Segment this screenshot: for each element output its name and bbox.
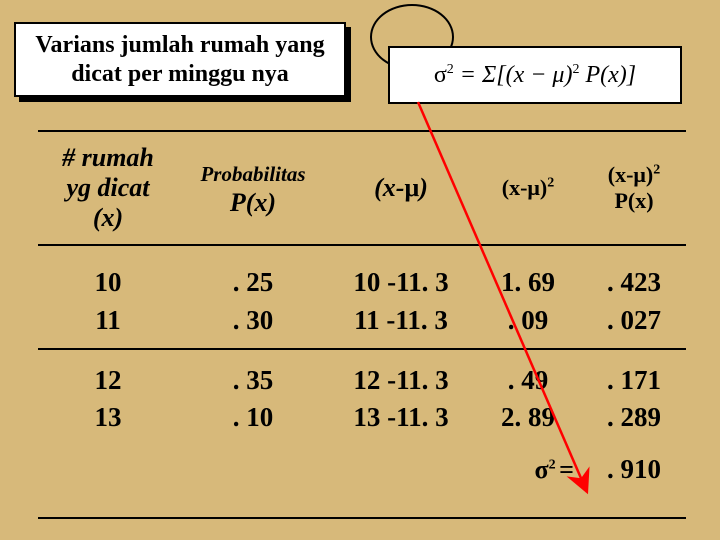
- variance-table: # rumah yg dicat (x) Probabilitas P(x) (…: [38, 130, 686, 495]
- table-row: 12 13 . 35 . 10 12 -11. 3 13 -11. 3 . 49…: [38, 349, 686, 446]
- variance-formula: σ2 = Σ[(x − μ)2 P(x)]: [388, 46, 682, 104]
- header-devsqpx: (x-μ)2 P(x): [582, 131, 686, 245]
- header-dev: (x-μ): [328, 131, 474, 245]
- cell-sq: . 49 2. 89: [474, 349, 582, 446]
- cell-x: 10 11: [38, 245, 178, 349]
- h2-l1: Probabilitas: [200, 162, 305, 186]
- h1-l2: yg dicat: [66, 173, 149, 202]
- table-bottom-border: [38, 517, 686, 519]
- cell-p: . 35 . 10: [178, 349, 328, 446]
- cell-d: 10 -11. 3 11 -11. 3: [328, 245, 474, 349]
- formula-text: σ2 = Σ[(x − μ)2 P(x)]: [434, 62, 636, 89]
- header-devsq: (x-μ)2: [474, 131, 582, 245]
- total-label: σ2 =: [474, 445, 582, 495]
- table-header-row: # rumah yg dicat (x) Probabilitas P(x) (…: [38, 131, 686, 245]
- cell-sq: 1. 69 . 09: [474, 245, 582, 349]
- table-total-row: σ2 = . 910: [38, 445, 686, 495]
- h2-l2: P(x): [230, 188, 276, 217]
- cell-prod: . 171 . 289: [582, 349, 686, 446]
- cell-x: 12 13: [38, 349, 178, 446]
- header-px: Probabilitas P(x): [178, 131, 328, 245]
- table-row: 10 11 . 25 . 30 10 -11. 3 11 -11. 3 1. 6…: [38, 245, 686, 349]
- title-box: Varians jumlah rumah yang dicat per ming…: [14, 22, 346, 97]
- cell-d: 12 -11. 3 13 -11. 3: [328, 349, 474, 446]
- cell-p: . 25 . 30: [178, 245, 328, 349]
- h1-l3: (x): [93, 203, 123, 232]
- cell-prod: . 423 . 027: [582, 245, 686, 349]
- header-x: # rumah yg dicat (x): [38, 131, 178, 245]
- title-text: Varians jumlah rumah yang dicat per ming…: [20, 31, 340, 89]
- total-value: . 910: [582, 445, 686, 495]
- h1-l1: # rumah: [62, 143, 154, 172]
